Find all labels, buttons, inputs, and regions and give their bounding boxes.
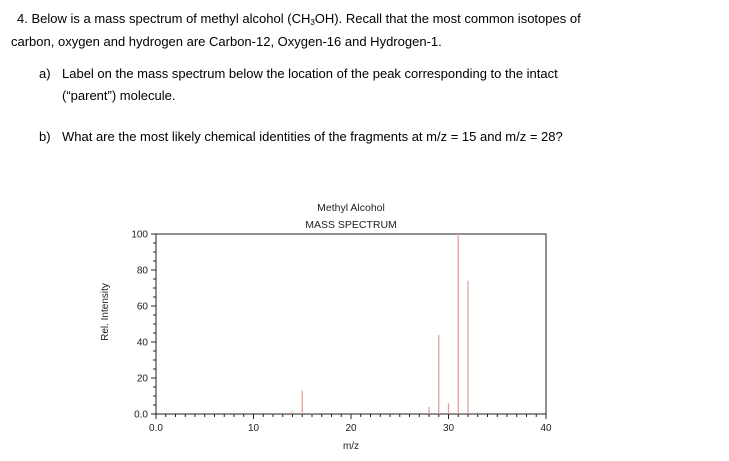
part-a-line-1: a) Label on the mass spectrum below the l…	[39, 63, 558, 84]
part-a-label: a)	[39, 66, 51, 81]
question-text-1: Below is a mass spectrum of methyl alcoh…	[31, 11, 581, 27]
part-b-label: b)	[39, 129, 51, 144]
y-tick-label: 100	[131, 230, 148, 241]
chart-subtitle: MASS SPECTRUM	[305, 219, 397, 231]
y-tick-label: 40	[137, 338, 149, 349]
question-number: 4.	[17, 11, 28, 26]
question-line-2: carbon, oxygen and hydrogen are Carbon-1…	[11, 34, 442, 49]
question-line-1: 4. Below is a mass spectrum of methyl al…	[17, 8, 581, 29]
y-tick-label: 60	[137, 302, 149, 313]
y-tick-label: 20	[137, 374, 149, 385]
part-a-line-2: (“parent”) molecule.	[62, 88, 176, 103]
y-tick-label: 0.0	[134, 410, 148, 421]
part-a-text-1: Label on the mass spectrum below the loc…	[62, 66, 558, 81]
part-b-text: What are the most likely chemical identi…	[62, 129, 563, 144]
peaks	[272, 234, 479, 414]
y-tick-label: 80	[137, 266, 149, 277]
x-tick-label: 30	[443, 423, 455, 434]
x-axis: 0.0 10 20 30 40	[149, 414, 552, 434]
chart-title: Methyl Alcohol	[317, 202, 385, 214]
y-axis: 0.0 20 40 60 80 100	[131, 230, 156, 421]
mass-spectrum-chart: Methyl Alcohol MASS SPECTRUM Rel. Intens…	[100, 202, 552, 452]
x-tick-label: 0.0	[149, 423, 163, 434]
x-tick-label: 10	[248, 423, 260, 434]
y-axis-label: Rel. Intensity	[100, 283, 111, 341]
x-tick-label: 40	[540, 423, 552, 434]
plot-frame	[155, 233, 547, 415]
part-b: b) What are the most likely chemical iden…	[39, 126, 563, 147]
x-tick-label: 20	[345, 423, 357, 434]
x-axis-label: m/z	[343, 441, 359, 452]
